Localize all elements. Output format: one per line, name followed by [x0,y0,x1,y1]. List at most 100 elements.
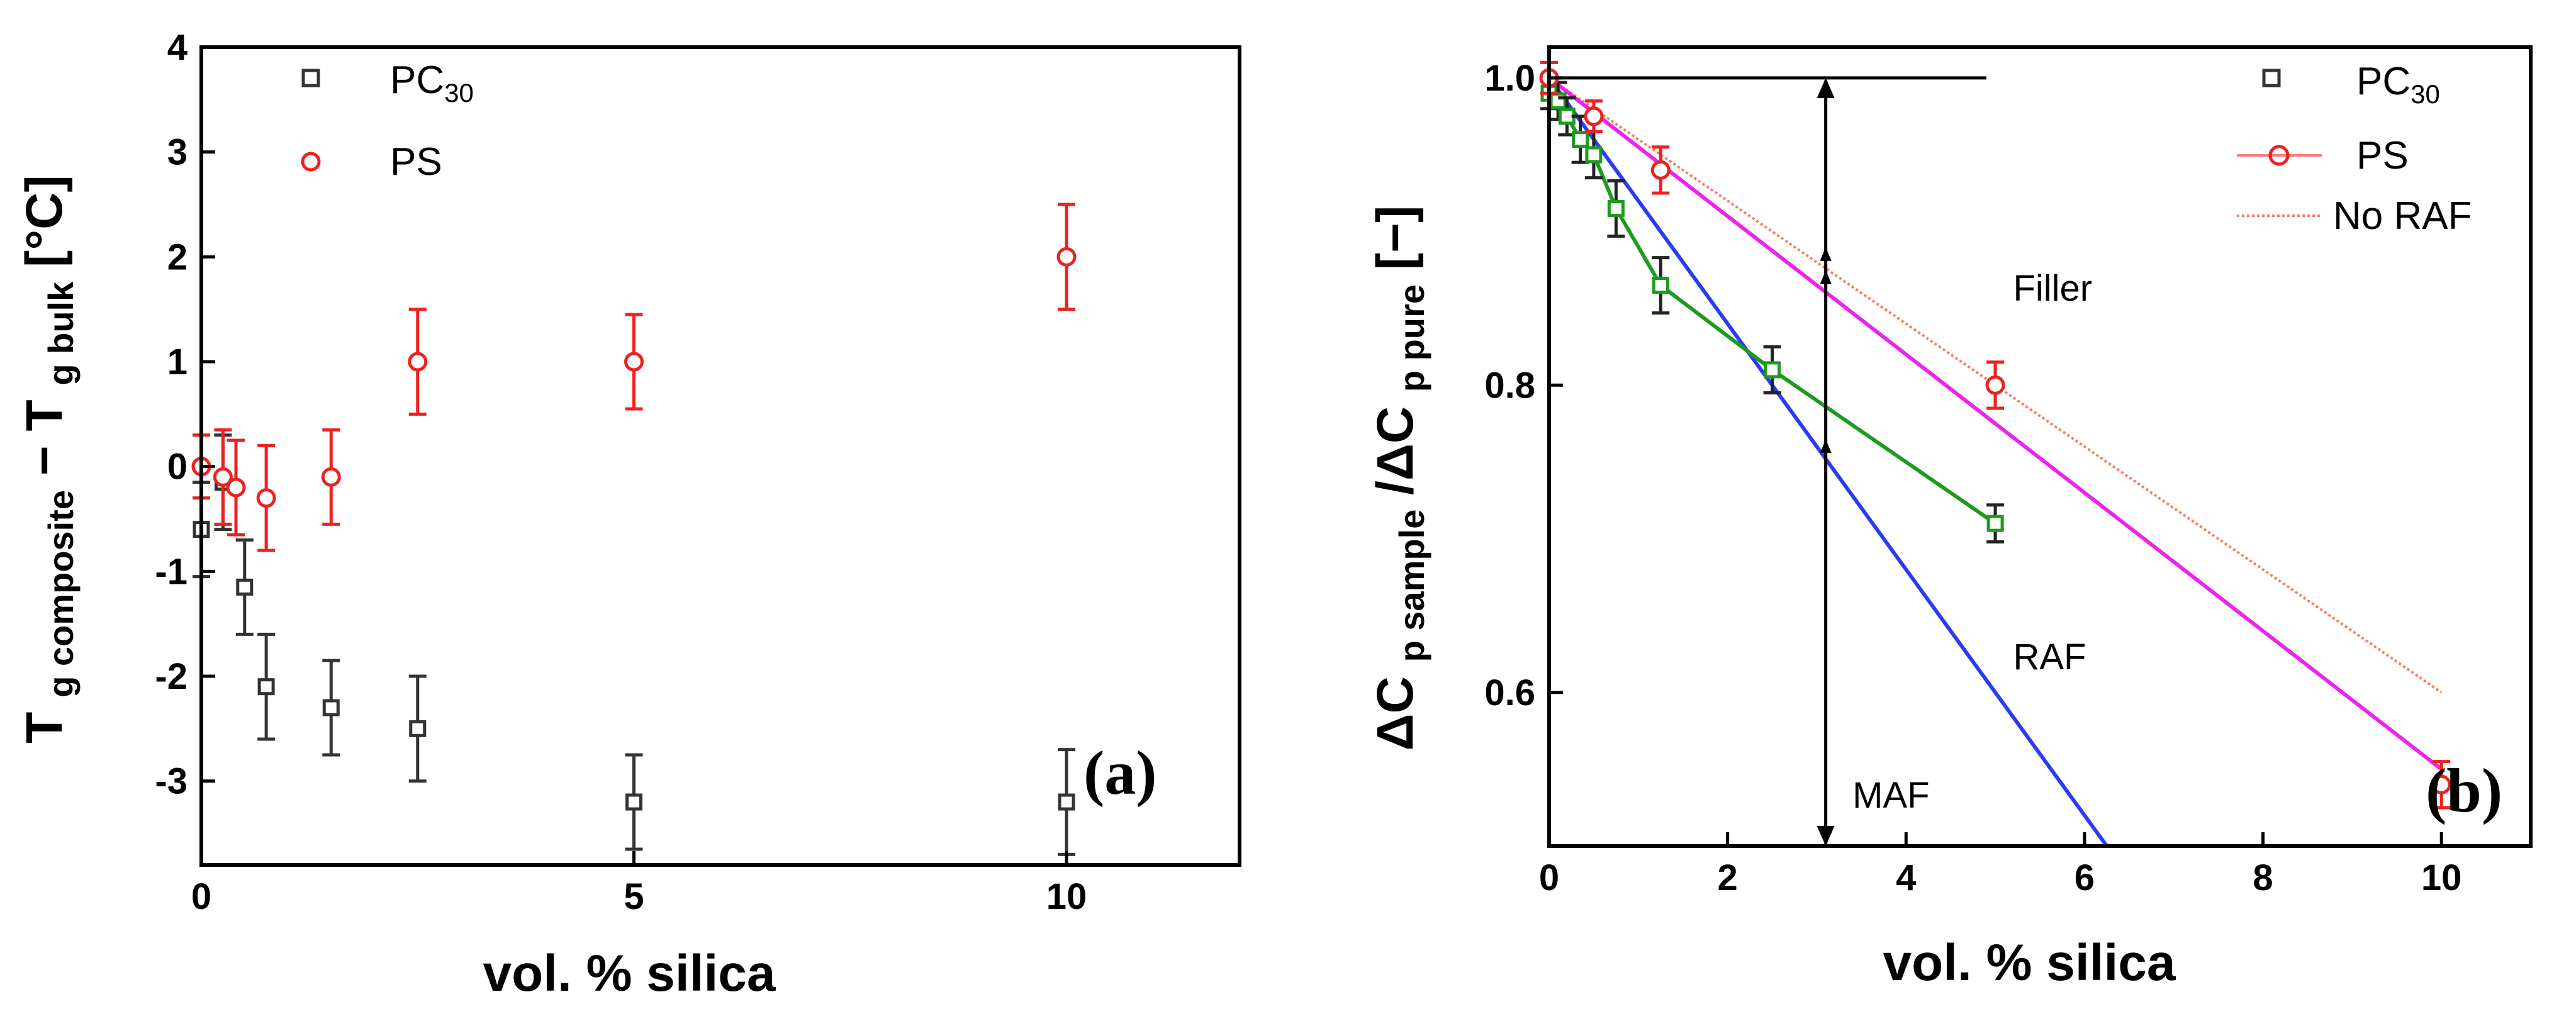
b-pc30-marker [1585,146,1603,164]
a-legend-ps-marker [301,152,321,172]
a-ytick-label: -3 [155,761,188,802]
b-annotation-maf: MAF [1852,775,1929,816]
b-ylabel-unit: [−] [1367,206,1424,270]
a-y-ticks: -3 -2 -1 0 1 2 3 4 [155,27,215,802]
b-pc30-marker [1572,131,1589,148]
b-fit-line-no-raf [1548,77,2443,694]
b-legend-pc-main: PC [2356,60,2411,103]
a-series-group [191,203,1077,856]
b-y-axis-title: ΔC p sample /ΔC p pure [−] [1367,206,1435,751]
b-ytick-label: 0.8 [1484,365,1535,406]
a-panel-label: (a) [1084,738,1157,808]
b-legend-ps-marker [2268,145,2290,166]
b-xtick-label: 4 [1896,857,1916,898]
b-fit-line-ps-fit [1548,76,2443,771]
a-ytick-label: 3 [167,132,188,173]
panel-b: 0 2 4 6 8 10 0.6 0.8 1.0 vol. % silica ΔC p sam… [1367,45,2533,991]
a-ytick-label: 4 [167,27,188,68]
b-legend-noraf-label: No RAF [2333,194,2472,238]
b-ytick-label: 1.0 [1484,58,1535,99]
a-pc30-marker [322,699,340,716]
a-ylabel-t: T [16,712,73,744]
b-ps-marker [1985,375,2005,395]
a-ytick-label: 0 [167,447,188,488]
a-xtick-label: 0 [191,876,211,917]
b-pc30-marker [1652,277,1669,294]
b-ps-marker [1650,160,1671,180]
a-pc30-marker [625,793,642,811]
b-legend-pc30-marker [2262,69,2281,87]
b-x-ticks: 0 2 4 6 8 10 [1539,832,2462,898]
a-legend-pc-main: PC [390,59,444,102]
b-legend-pc-sub: 30 [2411,79,2440,109]
a-pc30-marker [1058,793,1075,811]
a-x-axis-title: vol. % silica [483,945,776,1002]
b-x-axis-title: vol. % silica [1883,934,2176,991]
a-plot-frame [199,45,1241,867]
b-fit-lines-group [1547,76,2443,847]
a-ytick-label: -1 [155,551,188,592]
b-ps-marker [1584,106,1604,126]
b-vertical-arrow-mark [1820,247,1832,261]
b-vertical-arrow-mark [1820,270,1832,284]
b-xtick-label: 8 [2253,857,2273,898]
b-annotations: Filler RAF MAF [1852,268,2092,816]
a-pc30-marker [257,678,275,696]
a-xtick-label: 10 [1046,876,1087,917]
panel-a: 0 5 10 -3 -2 -1 0 1 2 3 4 vol. % silica T g compo… [16,27,1241,1002]
b-legend-ps-label: PS [2356,134,2409,177]
b-pc30-marker [1549,92,1567,109]
b-panel-label: (b) [2426,755,2502,825]
a-xtick-label: 5 [624,876,644,917]
b-ylabel-sub2: p pure [1392,284,1431,392]
b-ytick-label: 0.6 [1484,672,1535,713]
b-pc30-line [1548,91,1996,525]
a-legend: PC30 PS [301,59,474,184]
a-ylabel-sub-left: g composite [41,490,81,698]
a-legend-pc30-marker [301,69,320,87]
a-x-ticks: 0 5 10 [191,851,1087,917]
a-ps-marker [321,467,341,487]
a-ps-marker [226,477,246,498]
b-pc30-marker [1986,515,2004,532]
b-xtick-label: 2 [1718,857,1738,898]
b-ps-marker [2431,774,2451,794]
b-vertical-arrow-head-top [1817,77,1835,98]
a-ps-marker [1056,247,1077,267]
b-ylabel-slash: /ΔC [1367,406,1424,495]
b-annotation-raf: RAF [2013,637,2086,677]
b-legend: PC30 PS No RAF [2237,60,2472,238]
a-ytick-label: 2 [167,237,188,277]
b-ylabel-delta1: ΔC [1367,676,1424,750]
b-xtick-label: 6 [2075,857,2095,898]
b-y-ticks: 0.6 0.8 1.0 [1484,58,1563,713]
a-legend-pc-sub: 30 [444,78,474,108]
a-ytick-label: 1 [167,342,188,382]
a-ylabel-minus: − T [16,399,73,476]
a-ylabel-sub-right: g bulk [41,281,81,386]
b-ylabel-sub1: p sample [1392,510,1431,662]
a-ps-marker [624,352,644,372]
b-annotation-filler: Filler [2013,268,2092,309]
a-ps-marker [256,488,276,508]
a-ps-marker [213,467,233,487]
b-pc30-marker [1607,199,1625,217]
a-ps-marker [408,352,428,372]
b-pc30-marker [1764,361,1781,379]
b-plot-frame [1547,45,2533,848]
a-y-axis-title: T g composite − T g bulk [°C] [16,175,84,743]
a-legend-ps-label: PS [390,140,442,184]
b-guides-group [1549,76,1986,846]
b-xtick-label: 10 [2421,857,2462,898]
b-xtick-label: 0 [1539,857,1559,898]
b-fit-line-maf [1547,77,2108,847]
a-pc30-marker [409,720,427,737]
b-vertical-arrow-mark [1820,439,1832,453]
a-legend-pc30-label: PC30 [390,59,474,108]
a-ytick-label: -2 [155,656,188,697]
a-pc30-marker [236,578,254,596]
b-legend-pc30-label: PC30 [2356,60,2440,109]
a-ylabel-unit: [°C] [16,175,73,267]
b-vertical-arrow-head-bottom [1817,826,1835,846]
